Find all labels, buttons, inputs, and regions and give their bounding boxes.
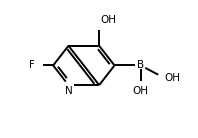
Text: B: B (137, 60, 144, 70)
Text: OH: OH (164, 73, 180, 83)
Text: OH: OH (133, 86, 149, 96)
Text: N: N (65, 86, 72, 96)
Text: OH: OH (101, 15, 117, 25)
Text: F: F (29, 60, 35, 70)
